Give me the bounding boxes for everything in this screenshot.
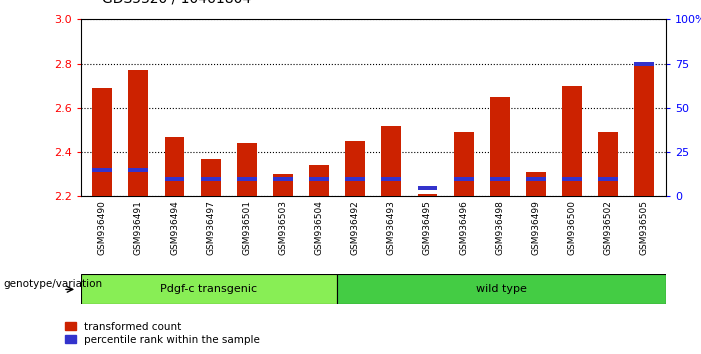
Bar: [526, 177, 546, 181]
Bar: [454, 177, 474, 181]
Bar: [309, 177, 329, 181]
Bar: [128, 70, 149, 196]
Text: GSM936496: GSM936496: [459, 200, 468, 255]
FancyBboxPatch shape: [337, 274, 666, 304]
Text: GSM936504: GSM936504: [315, 200, 324, 255]
Text: GSM936495: GSM936495: [423, 200, 432, 255]
Text: GSM936502: GSM936502: [604, 200, 613, 255]
Bar: [309, 166, 329, 196]
Bar: [165, 137, 184, 196]
Bar: [381, 126, 401, 196]
Text: GSM936492: GSM936492: [350, 200, 360, 255]
Text: GSM936491: GSM936491: [134, 200, 143, 255]
Bar: [237, 177, 257, 181]
FancyBboxPatch shape: [81, 274, 337, 304]
Text: GSM936501: GSM936501: [243, 200, 252, 255]
Text: GSM936494: GSM936494: [170, 200, 179, 255]
Bar: [490, 177, 510, 181]
Text: GSM936500: GSM936500: [568, 200, 576, 255]
Text: GSM936493: GSM936493: [387, 200, 396, 255]
Text: genotype/variation: genotype/variation: [4, 279, 102, 289]
Bar: [165, 177, 184, 181]
Bar: [200, 159, 221, 196]
Bar: [128, 168, 149, 172]
Bar: [346, 177, 365, 181]
Bar: [598, 177, 618, 181]
Bar: [634, 62, 654, 196]
Text: GSM936497: GSM936497: [206, 200, 215, 255]
Text: GSM936505: GSM936505: [640, 200, 648, 255]
Text: GSM936490: GSM936490: [98, 200, 107, 255]
Text: GDS5320 / 10461804: GDS5320 / 10461804: [102, 0, 251, 5]
Bar: [273, 175, 293, 196]
Bar: [381, 177, 401, 181]
Bar: [273, 177, 293, 181]
Bar: [418, 194, 437, 196]
Text: GSM936499: GSM936499: [531, 200, 540, 255]
Bar: [490, 97, 510, 196]
Text: wild type: wild type: [476, 284, 527, 295]
Bar: [634, 62, 654, 66]
Bar: [93, 88, 112, 196]
Text: Pdgf-c transgenic: Pdgf-c transgenic: [161, 284, 257, 295]
Bar: [562, 177, 582, 181]
Text: GSM936498: GSM936498: [495, 200, 504, 255]
Bar: [562, 86, 582, 196]
Bar: [454, 132, 474, 196]
Bar: [526, 172, 546, 196]
Text: GSM936503: GSM936503: [278, 200, 287, 255]
Bar: [200, 177, 221, 181]
Bar: [93, 168, 112, 172]
Bar: [418, 185, 437, 190]
Bar: [237, 143, 257, 196]
Bar: [598, 132, 618, 196]
Legend: transformed count, percentile rank within the sample: transformed count, percentile rank withi…: [61, 317, 264, 349]
Bar: [346, 141, 365, 196]
